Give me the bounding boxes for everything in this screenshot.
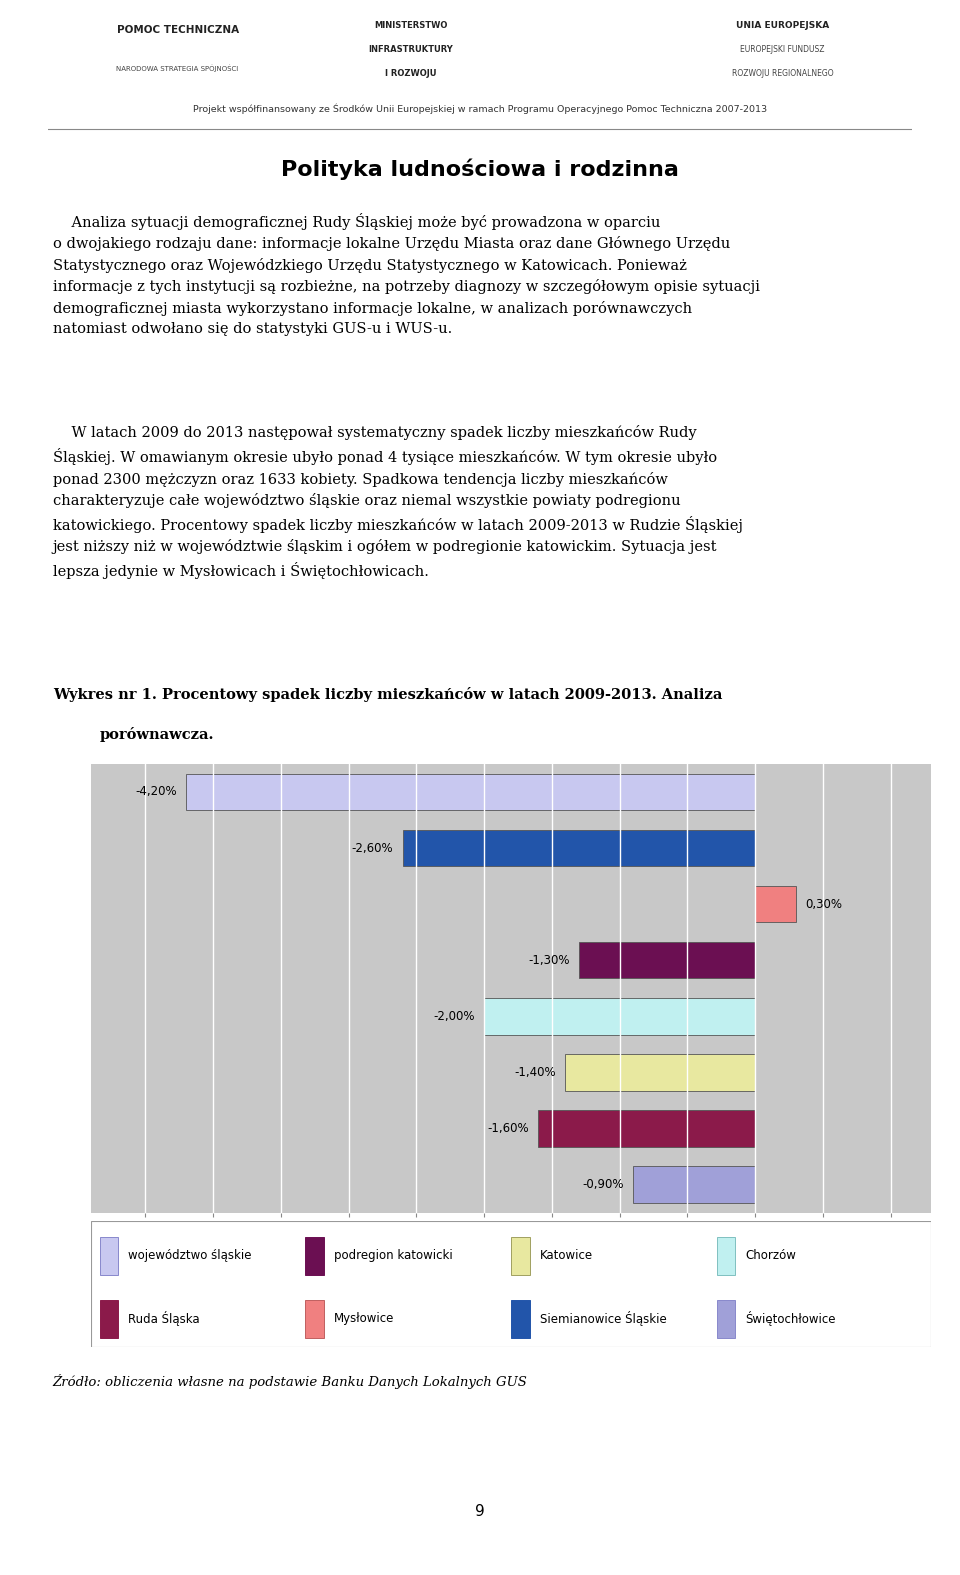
Text: Polityka ludnościowa i rodzinna: Polityka ludnościowa i rodzinna <box>281 159 679 180</box>
Bar <box>579 942 756 978</box>
Text: MINISTERSTWO: MINISTERSTWO <box>374 20 447 30</box>
Text: Źródło: obliczenia własne na podstawie Banku Danych Lokalnych GUS: Źródło: obliczenia własne na podstawie B… <box>53 1373 528 1389</box>
Text: województwo śląskie: województwo śląskie <box>129 1249 252 1263</box>
Text: INFRASTRUKTURY: INFRASTRUKTURY <box>369 46 453 54</box>
Text: Świętochłowice: Świętochłowice <box>746 1312 836 1326</box>
Bar <box>100 1299 118 1337</box>
Bar <box>539 1110 756 1147</box>
Text: 9: 9 <box>475 1504 485 1520</box>
Bar <box>186 773 756 810</box>
Text: Analiza sytuacji demograficznej Rudy Śląskiej może być prowadzona w oparciu
o dw: Analiza sytuacji demograficznej Rudy Ślą… <box>53 213 759 335</box>
Bar <box>305 1236 324 1274</box>
Text: EUROPEJSKI FUNDUSZ: EUROPEJSKI FUNDUSZ <box>740 46 825 54</box>
Text: porównawcza.: porównawcza. <box>100 728 214 742</box>
Text: -1,40%: -1,40% <box>515 1066 556 1079</box>
Bar <box>634 1167 756 1203</box>
Bar <box>717 1299 735 1337</box>
Text: -1,60%: -1,60% <box>487 1121 529 1136</box>
Bar <box>305 1299 324 1337</box>
Bar <box>484 999 756 1035</box>
Text: Projekt współfinansowany ze Środków Unii Europejskiej w ramach Programu Operacyj: Projekt współfinansowany ze Środków Unii… <box>193 104 767 113</box>
Bar <box>403 830 756 866</box>
Text: ROZWOJU REGIONALNEGO: ROZWOJU REGIONALNEGO <box>732 69 833 79</box>
Text: -1,30%: -1,30% <box>528 954 569 967</box>
Text: Ruda Śląska: Ruda Śląska <box>129 1312 200 1326</box>
Text: -4,20%: -4,20% <box>135 786 177 799</box>
Text: Siemianowice Śląskie: Siemianowice Śląskie <box>540 1312 666 1326</box>
Bar <box>717 1236 735 1274</box>
Text: Chorzów: Chorzów <box>746 1249 797 1263</box>
Bar <box>565 1054 756 1091</box>
Bar <box>511 1299 530 1337</box>
Text: NARODOWA STRATEGIA SPÓJNOŚCI: NARODOWA STRATEGIA SPÓJNOŚCI <box>116 65 239 72</box>
Bar <box>100 1236 118 1274</box>
Text: POMOC TECHNICZNA: POMOC TECHNICZNA <box>116 25 239 35</box>
Bar <box>511 1236 530 1274</box>
Text: UNIA EUROPEJSKA: UNIA EUROPEJSKA <box>735 20 829 30</box>
Text: Katowice: Katowice <box>540 1249 593 1263</box>
Text: -2,00%: -2,00% <box>433 1010 474 1022</box>
Text: 0,30%: 0,30% <box>805 898 842 910</box>
Bar <box>756 885 796 923</box>
Text: -0,90%: -0,90% <box>582 1178 624 1191</box>
Text: Mysłowice: Mysłowice <box>334 1312 395 1326</box>
Text: -2,60%: -2,60% <box>351 841 394 855</box>
Text: podregion katowicki: podregion katowicki <box>334 1249 453 1263</box>
Text: Wykres nr 1. Procentowy spadek liczby mieszkańców w latach 2009-2013. Analiza: Wykres nr 1. Procentowy spadek liczby mi… <box>53 687 722 702</box>
Text: W latach 2009 do 2013 następował systematyczny spadek liczby mieszkańców Rudy
Śl: W latach 2009 do 2013 następował systema… <box>53 425 743 580</box>
Text: I ROZWOJU: I ROZWOJU <box>385 69 437 79</box>
